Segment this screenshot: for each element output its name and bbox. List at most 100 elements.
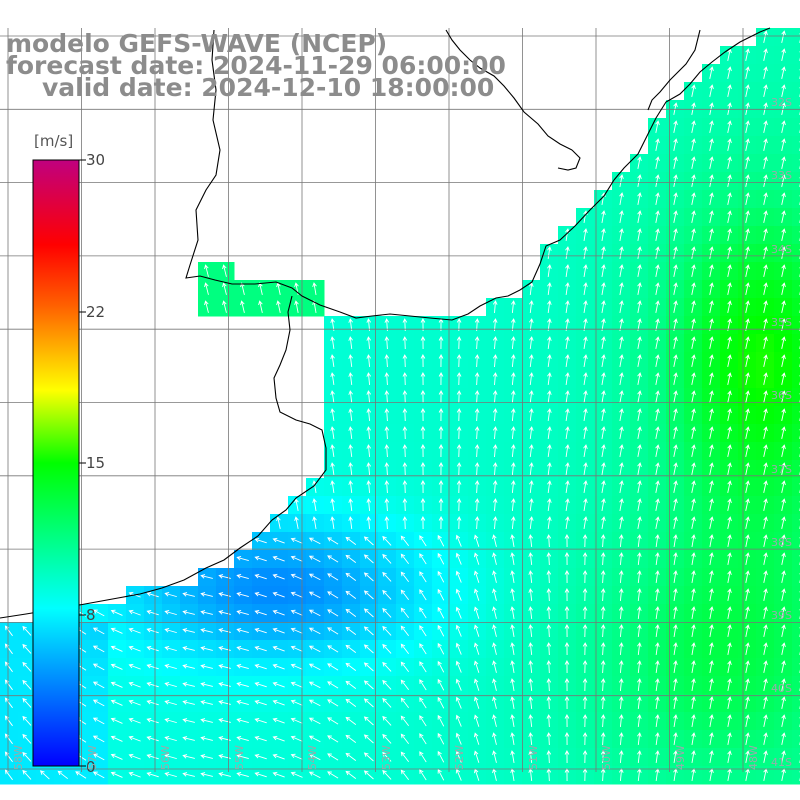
wind-arrow <box>583 246 588 259</box>
wind-arrow <box>619 282 624 295</box>
wind-arrow <box>727 264 732 277</box>
wind-cell <box>792 748 800 767</box>
wind-arrow <box>637 552 642 566</box>
wind-arrow <box>510 606 515 619</box>
wind-cell <box>792 550 800 569</box>
wind-arrow <box>345 536 357 545</box>
wind-arrow <box>290 555 303 562</box>
wind-arrow <box>709 354 714 367</box>
wind-arrow <box>200 610 213 615</box>
wind-arrow <box>637 336 642 349</box>
wind-arrow <box>182 628 195 633</box>
wind-arrow <box>655 138 660 151</box>
wind-arrow <box>709 732 714 745</box>
wind-arrow <box>727 390 732 403</box>
wind-arrow <box>763 354 768 367</box>
wind-arrows <box>4 30 800 782</box>
wind-arrow <box>128 645 141 652</box>
wind-arrow <box>583 372 588 385</box>
wind-arrow <box>510 408 516 422</box>
wind-arrow <box>128 663 141 670</box>
wind-arrow <box>200 646 213 651</box>
wind-arrow <box>763 84 768 97</box>
wind-arrow <box>637 516 642 529</box>
wind-arrow <box>272 591 285 598</box>
wind-arrow <box>763 714 768 727</box>
wind-arrow <box>781 660 786 673</box>
wind-arrow <box>348 336 353 350</box>
wind-arrow <box>492 390 498 404</box>
wind-arrow <box>709 498 714 511</box>
wind-arrow <box>510 642 515 655</box>
wind-arrow <box>110 645 123 652</box>
wind-arrow <box>510 624 515 637</box>
wind-arrow <box>781 732 786 745</box>
wind-arrow <box>673 264 678 277</box>
wind-arrow <box>492 516 498 530</box>
longitude-label: 53W <box>379 745 393 770</box>
wind-arrow <box>308 627 321 635</box>
wind-arrow <box>22 697 32 708</box>
wind-arrow <box>565 498 570 511</box>
wind-arrow <box>110 771 123 778</box>
wind-arrow <box>22 625 32 636</box>
wind-arrow <box>110 699 123 706</box>
wind-arrow <box>110 735 123 742</box>
wind-arrow <box>709 372 714 385</box>
wind-arrow <box>308 717 321 725</box>
wind-arrow <box>420 498 426 512</box>
wind-arrow <box>709 534 714 547</box>
wind-arrow <box>437 660 445 673</box>
wind-arrow <box>619 300 624 313</box>
wind-arrow <box>565 354 570 367</box>
wind-arrow <box>272 627 285 634</box>
wind-arrow <box>128 627 141 634</box>
wind-arrow <box>619 210 624 223</box>
wind-arrow <box>345 662 357 671</box>
wind-arrow <box>420 480 426 494</box>
wind-arrow <box>565 390 570 403</box>
wind-cell <box>792 154 800 173</box>
wind-arrow <box>781 372 786 385</box>
wind-arrow <box>673 426 678 439</box>
wind-arrow <box>437 732 445 745</box>
wind-arrow <box>272 609 285 616</box>
wind-cell <box>792 568 800 587</box>
wind-arrow <box>382 733 392 744</box>
wind-arrow <box>308 609 321 617</box>
wind-arrow <box>727 588 732 601</box>
wind-arrow <box>345 680 357 689</box>
wind-arrow <box>366 462 372 476</box>
colorbar-tick-label: 8 <box>86 606 96 624</box>
wind-arrow <box>272 771 285 778</box>
wind-arrow <box>402 408 408 422</box>
wind-arrow <box>583 462 588 475</box>
wind-arrow <box>308 573 321 581</box>
wind-arrow <box>402 426 408 440</box>
wind-arrow <box>673 408 678 421</box>
wind-arrow <box>763 516 768 529</box>
wind-arrow <box>345 554 357 563</box>
wind-arrow <box>727 300 732 313</box>
wind-cell <box>792 298 800 317</box>
wind-arrow <box>709 426 714 439</box>
wind-cell <box>792 712 800 731</box>
wind-arrow <box>254 717 267 724</box>
wind-arrow <box>709 750 714 763</box>
wind-arrow <box>727 462 732 475</box>
wind-arrow <box>510 354 516 368</box>
wind-arrow <box>600 732 606 746</box>
wind-arrow <box>438 390 444 404</box>
wind-arrow <box>22 661 32 672</box>
wind-arrow <box>455 714 462 727</box>
wind-arrow <box>781 300 786 313</box>
wind-arrow <box>327 753 339 761</box>
wind-arrow <box>781 534 786 547</box>
wind-arrow <box>637 354 642 367</box>
wind-arrow <box>564 642 570 656</box>
wind-arrow <box>366 354 372 368</box>
wind-cell <box>792 118 800 137</box>
wind-arrow <box>473 588 480 601</box>
wind-arrow <box>564 570 570 584</box>
wind-arrow <box>236 754 249 760</box>
